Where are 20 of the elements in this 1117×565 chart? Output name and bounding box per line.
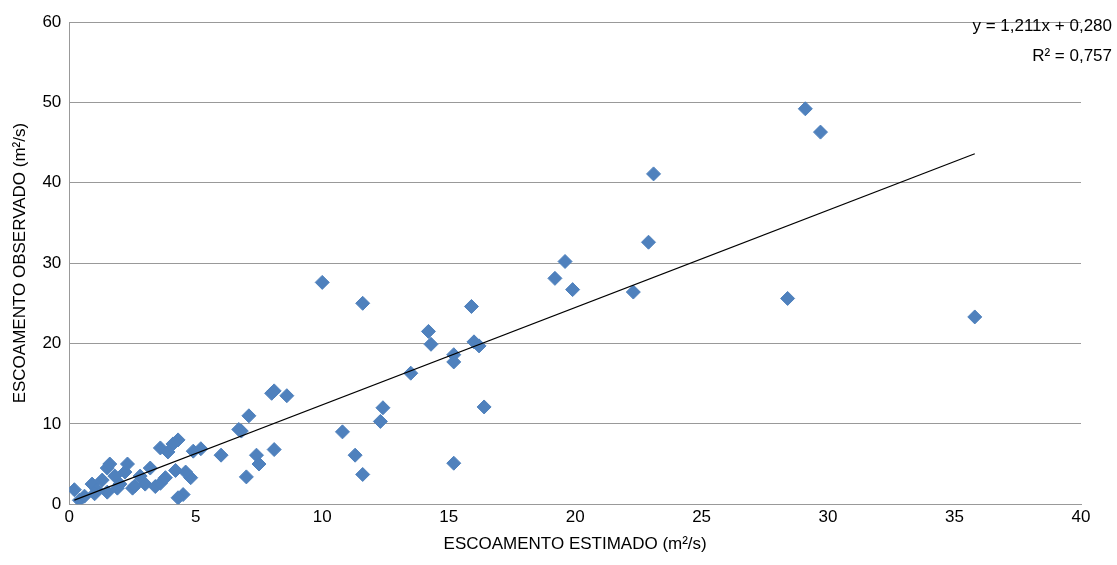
- x-tick-label: 20: [565, 507, 585, 527]
- x-tick-label: 10: [312, 507, 332, 527]
- y-axis-title: ESCOAMENTO OBSERVADO (m²/s): [9, 122, 29, 404]
- y-tick-label: 30: [42, 252, 62, 272]
- x-axis-title: ESCOAMENTO ESTIMADO (m²/s): [443, 534, 707, 554]
- y-tick-label: 50: [42, 92, 62, 112]
- y-tick-label: 20: [42, 333, 62, 353]
- x-tick-label: 5: [191, 507, 201, 527]
- x-tick-label: 0: [64, 507, 75, 527]
- y-tick-label: 40: [42, 172, 62, 192]
- annotation: R² = 0,757: [1032, 45, 1112, 65]
- x-tick-label: 15: [439, 507, 459, 527]
- y-tick-label: 0: [51, 493, 62, 513]
- y-tick-label: 60: [42, 11, 62, 31]
- x-tick-label: 30: [818, 507, 838, 527]
- y-tick-label: 10: [42, 413, 62, 433]
- annotation: y = 1,211x + 0,280: [972, 15, 1112, 35]
- x-tick-label: 35: [945, 507, 964, 527]
- x-tick-label: 25: [692, 507, 712, 527]
- x-tick-label: 40: [1071, 507, 1091, 527]
